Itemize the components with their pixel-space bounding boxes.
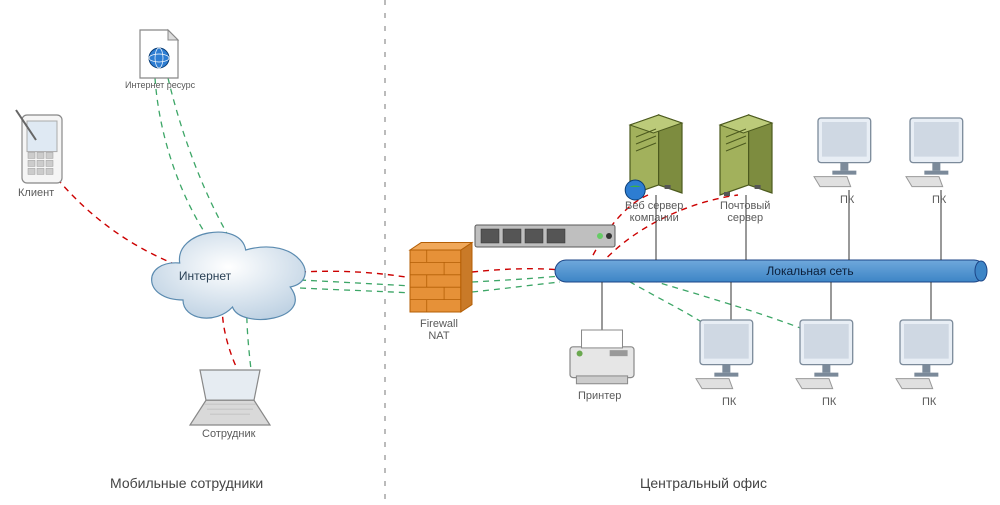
pc-icon bbox=[796, 320, 853, 389]
left-section-label: Мобильные сотрудники bbox=[110, 475, 263, 491]
client-phone-icon bbox=[16, 110, 62, 183]
pc-icon bbox=[906, 118, 963, 187]
printer-label: Принтер bbox=[578, 390, 621, 402]
internet-cloud-icon: Интернет bbox=[152, 232, 306, 319]
firewall-icon bbox=[410, 243, 472, 312]
rack-server-icon bbox=[475, 225, 615, 247]
internet-label: Интернет bbox=[179, 269, 232, 283]
pc-icon bbox=[814, 118, 871, 187]
mail-server-label: Почтовый сервер bbox=[720, 200, 770, 224]
pc-label: ПК bbox=[822, 396, 836, 408]
web-server-icon bbox=[625, 115, 682, 200]
right-section-label: Центральный офис bbox=[640, 475, 767, 491]
web-server-label: Веб сервер компании bbox=[625, 200, 683, 224]
pc-icon bbox=[896, 320, 953, 389]
client-label: Клиент bbox=[18, 187, 54, 199]
employee-label: Сотрудник bbox=[202, 428, 255, 440]
pc-label: ПК bbox=[722, 396, 736, 408]
lan-label: Локальная сеть bbox=[766, 264, 853, 278]
printer-icon bbox=[570, 330, 634, 384]
pc-label: ПК bbox=[932, 194, 946, 206]
internet-resource-icon bbox=[140, 30, 178, 78]
internet-resource-label: Интернет ресурс bbox=[125, 80, 195, 90]
firewall-label: Firewall NAT bbox=[420, 318, 458, 342]
lan-bar: Локальная сеть bbox=[555, 260, 987, 282]
pc-label: ПК bbox=[840, 194, 854, 206]
employee-laptop-icon bbox=[190, 370, 270, 425]
pc-label: ПК bbox=[922, 396, 936, 408]
mail-server-icon bbox=[720, 115, 772, 196]
diagram-canvas: Локальная сеть Интернет bbox=[0, 0, 1000, 505]
pc-icon bbox=[696, 320, 753, 389]
